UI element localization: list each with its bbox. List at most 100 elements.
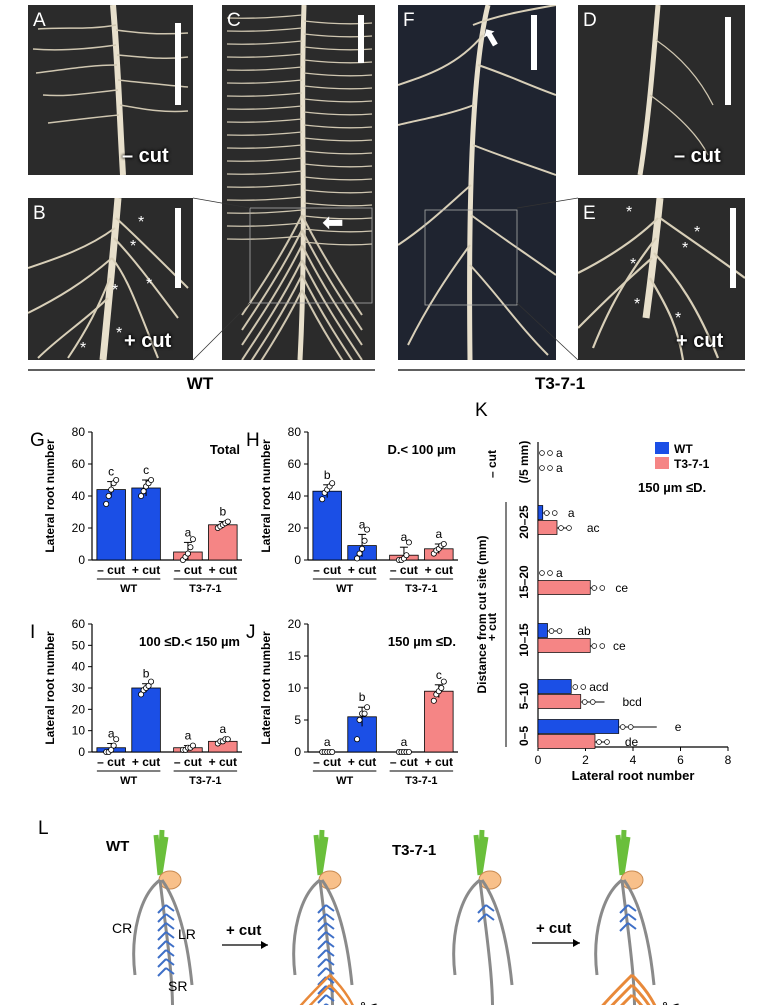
photo-panel-f: F ⬅ bbox=[398, 5, 556, 360]
induced-lateral-root bbox=[619, 993, 634, 1005]
data-point bbox=[430, 697, 437, 704]
scale-bar bbox=[531, 15, 537, 70]
group-label: T3-7-1 bbox=[189, 775, 221, 787]
y-tick-label: 30 bbox=[72, 681, 86, 695]
chart-annotation: 150 µm ≤D. bbox=[638, 480, 706, 495]
seminal-root bbox=[478, 879, 495, 1005]
legend-label-t3: T3-7-1 bbox=[674, 457, 710, 471]
y-tick-label: 60 bbox=[72, 457, 86, 471]
lateral-root bbox=[303, 150, 373, 155]
bar bbox=[537, 694, 582, 709]
scissors-icon: ✂ bbox=[360, 995, 378, 1005]
significance-letter: ab bbox=[577, 624, 591, 638]
panel-label-l: L bbox=[38, 818, 49, 839]
y-tick-label: 20 bbox=[288, 617, 302, 631]
legend-swatch-t3 bbox=[655, 457, 669, 469]
scale-bar bbox=[730, 208, 736, 288]
asterisk-mark: * bbox=[80, 340, 87, 357]
data-point bbox=[543, 510, 550, 516]
significance-letter: a bbox=[359, 517, 366, 531]
scale-bar bbox=[725, 17, 731, 105]
y-tick-label: 0 bbox=[294, 745, 301, 759]
data-point bbox=[184, 550, 191, 557]
lateral-root bbox=[226, 66, 303, 71]
panel-label-e: E bbox=[583, 203, 596, 224]
scale-bar bbox=[358, 15, 364, 63]
significance-letter: a bbox=[401, 530, 408, 544]
legend-label-wt: WT bbox=[674, 442, 693, 456]
photo-panel-b: B + cut * * * * * * bbox=[28, 198, 193, 360]
x-tick-label: – cut bbox=[97, 755, 125, 769]
data-point bbox=[138, 493, 145, 500]
data-point bbox=[140, 488, 147, 495]
lateral-root bbox=[157, 958, 175, 968]
lateral-root bbox=[226, 131, 303, 136]
data-point bbox=[354, 736, 361, 743]
asterisk-mark: * bbox=[146, 276, 153, 293]
significance-letter: ce bbox=[615, 581, 628, 595]
y-tick-label: 60 bbox=[72, 617, 86, 631]
data-point bbox=[329, 480, 336, 487]
panel-label-d: D bbox=[583, 10, 597, 31]
data-point bbox=[556, 628, 563, 634]
lateral-root bbox=[226, 105, 303, 110]
data-point bbox=[354, 555, 361, 562]
bar bbox=[537, 505, 544, 520]
x-tick-label: + cut bbox=[209, 755, 237, 769]
photo-panel-d: D – cut bbox=[578, 5, 745, 175]
arrow-icon: ⬅ bbox=[322, 207, 344, 237]
lateral-root bbox=[226, 40, 303, 45]
lateral-root bbox=[317, 949, 335, 959]
y-tick-label: 5–10 bbox=[517, 682, 531, 709]
induced-lateral-root bbox=[630, 973, 657, 1005]
data-point bbox=[103, 501, 110, 508]
data-point bbox=[596, 739, 602, 745]
y-tick-label: 0–5 bbox=[517, 726, 531, 746]
lateral-root bbox=[301, 244, 363, 346]
data-point bbox=[558, 525, 564, 531]
lateral-root bbox=[226, 183, 303, 188]
panel-label-c: C bbox=[227, 10, 241, 31]
significance-letter: bcd bbox=[623, 695, 642, 709]
asterisk-mark: * bbox=[138, 214, 145, 231]
x-tick-label: 6 bbox=[677, 753, 684, 767]
lateral-root bbox=[226, 157, 303, 162]
data-point bbox=[319, 496, 326, 503]
data-point bbox=[620, 724, 626, 730]
data-point bbox=[403, 552, 410, 559]
panel-label-j: J bbox=[246, 622, 256, 643]
significance-letter: a bbox=[324, 735, 331, 749]
crown-root bbox=[594, 878, 623, 976]
significance-letter: a bbox=[556, 446, 563, 460]
minus-cut-side-label: – cut bbox=[485, 450, 499, 478]
lateral-root bbox=[157, 967, 175, 977]
bar bbox=[131, 687, 161, 753]
significance-letter: b bbox=[359, 690, 366, 704]
root-photo-f bbox=[398, 5, 556, 360]
group-label: WT bbox=[120, 775, 137, 787]
lateral-root bbox=[241, 259, 303, 360]
panel-label-f: F bbox=[403, 10, 415, 31]
data-point bbox=[189, 536, 196, 543]
significance-letter: ce bbox=[613, 639, 626, 653]
bar bbox=[208, 524, 238, 561]
scale-bar bbox=[175, 23, 181, 105]
chart-d-lt-100: 0 20 40 60 80 Lateral root number D.< 100 µm b –… bbox=[259, 425, 458, 595]
induced-lateral-root bbox=[329, 974, 354, 1005]
shoot-icon bbox=[153, 829, 169, 876]
lateral-root bbox=[157, 913, 175, 923]
data-point bbox=[356, 550, 363, 557]
root-photo-d bbox=[637, 5, 714, 175]
lateral-root bbox=[619, 904, 637, 914]
seminal-root bbox=[158, 879, 175, 1005]
lateral-root bbox=[226, 92, 303, 97]
label-cr: CR bbox=[112, 920, 132, 936]
asterisk-mark: * bbox=[116, 325, 123, 342]
bar bbox=[537, 580, 591, 595]
data-point bbox=[539, 570, 545, 576]
x-tick-label: – cut bbox=[174, 563, 202, 577]
y-tick-label: 20 bbox=[72, 702, 86, 716]
significance-letter: b bbox=[143, 667, 150, 681]
lateral-root bbox=[226, 14, 303, 19]
chart-distance-from-cut: 0 2 4 6 8 Lateral root number Distance from cu… bbox=[475, 441, 732, 783]
